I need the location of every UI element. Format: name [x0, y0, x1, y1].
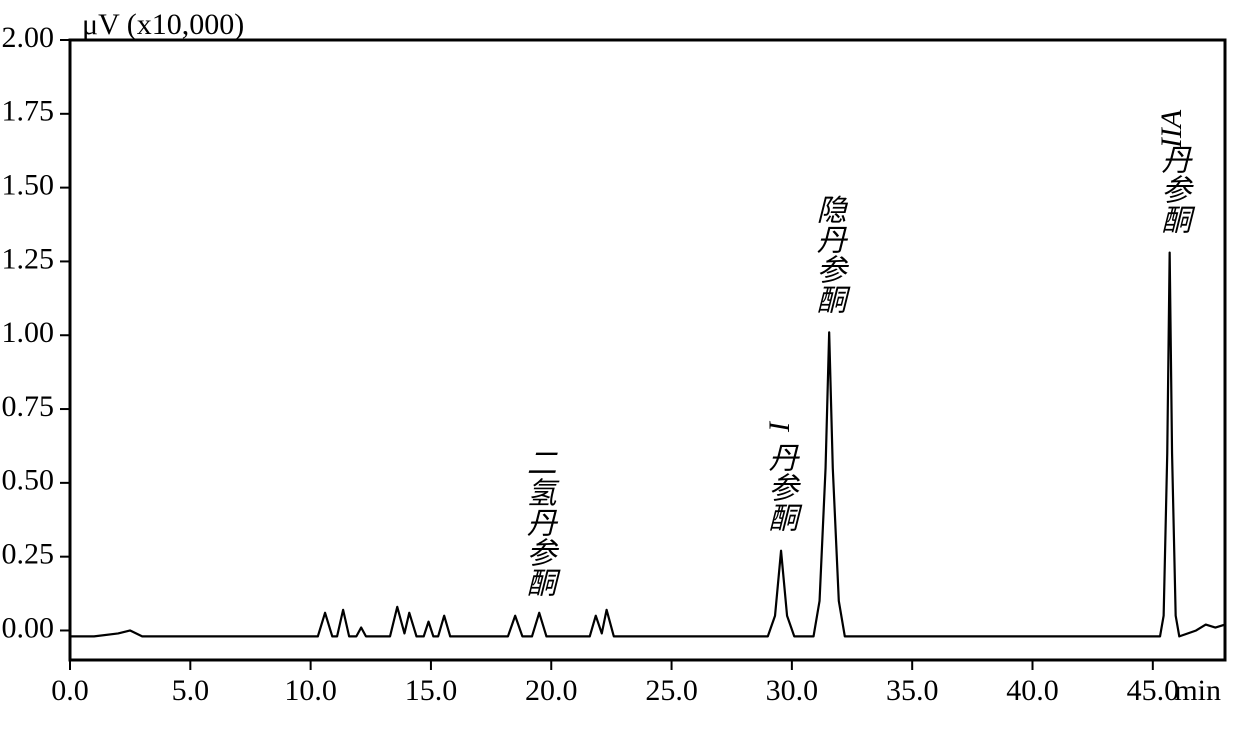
- x-tick-label: 5.0: [172, 674, 210, 707]
- y-tick-label: 1.50: [2, 169, 55, 202]
- peak-label: 隐丹参酮: [813, 194, 843, 314]
- peak-label-latin: IIA: [1157, 110, 1187, 148]
- y-tick-label: 1.75: [2, 95, 55, 128]
- x-unit-label: min: [1174, 674, 1221, 707]
- y-tick-label: 0.00: [2, 611, 55, 644]
- peak-label-cn: 丹参酮: [1156, 144, 1189, 234]
- y-tick-label: 1.25: [2, 242, 55, 275]
- plot-border: [70, 40, 1225, 660]
- y-tick-label: 0.25: [2, 538, 55, 571]
- chart-svg: 0.00 0.25 0.50 0.75 1.00 1.25 1.50 1.75 2.00 0.0 5…: [0, 0, 1240, 733]
- x-tick-label: 15.0: [405, 674, 458, 707]
- y-tick-label: 2.00: [2, 21, 55, 54]
- y-tick-label: 1.00: [2, 316, 55, 349]
- peak-label-cn: 二氢丹参酮: [522, 447, 555, 597]
- peak-label: IIA丹参酮: [1153, 114, 1191, 234]
- peak-label: 二氢丹参酮: [523, 447, 553, 597]
- chromatogram-trace: [70, 253, 1225, 637]
- peak-label-latin: I: [765, 422, 795, 432]
- peak-label-cn: 隐丹参酮: [812, 194, 845, 314]
- y-tick-label: 0.75: [2, 390, 55, 423]
- y-unit-label: μV (x10,000): [82, 8, 244, 41]
- chromatogram-chart: 0.00 0.25 0.50 0.75 1.00 1.25 1.50 1.75 2.00 0.0 5…: [0, 0, 1240, 733]
- y-tick-label: 0.50: [2, 464, 55, 497]
- x-tick-label: 10.0: [284, 674, 337, 707]
- x-tick-label: 45.0: [1127, 674, 1180, 707]
- peak-label-cn: 丹参酮: [764, 442, 797, 532]
- x-tick-label: 20.0: [525, 674, 578, 707]
- peak-label: I 丹参酮: [765, 412, 795, 532]
- x-tick-label: 0.0: [51, 674, 89, 707]
- x-tick-label: 35.0: [886, 674, 939, 707]
- x-tick-label: 30.0: [766, 674, 819, 707]
- x-tick-label: 25.0: [645, 674, 698, 707]
- x-tick-label: 40.0: [1006, 674, 1059, 707]
